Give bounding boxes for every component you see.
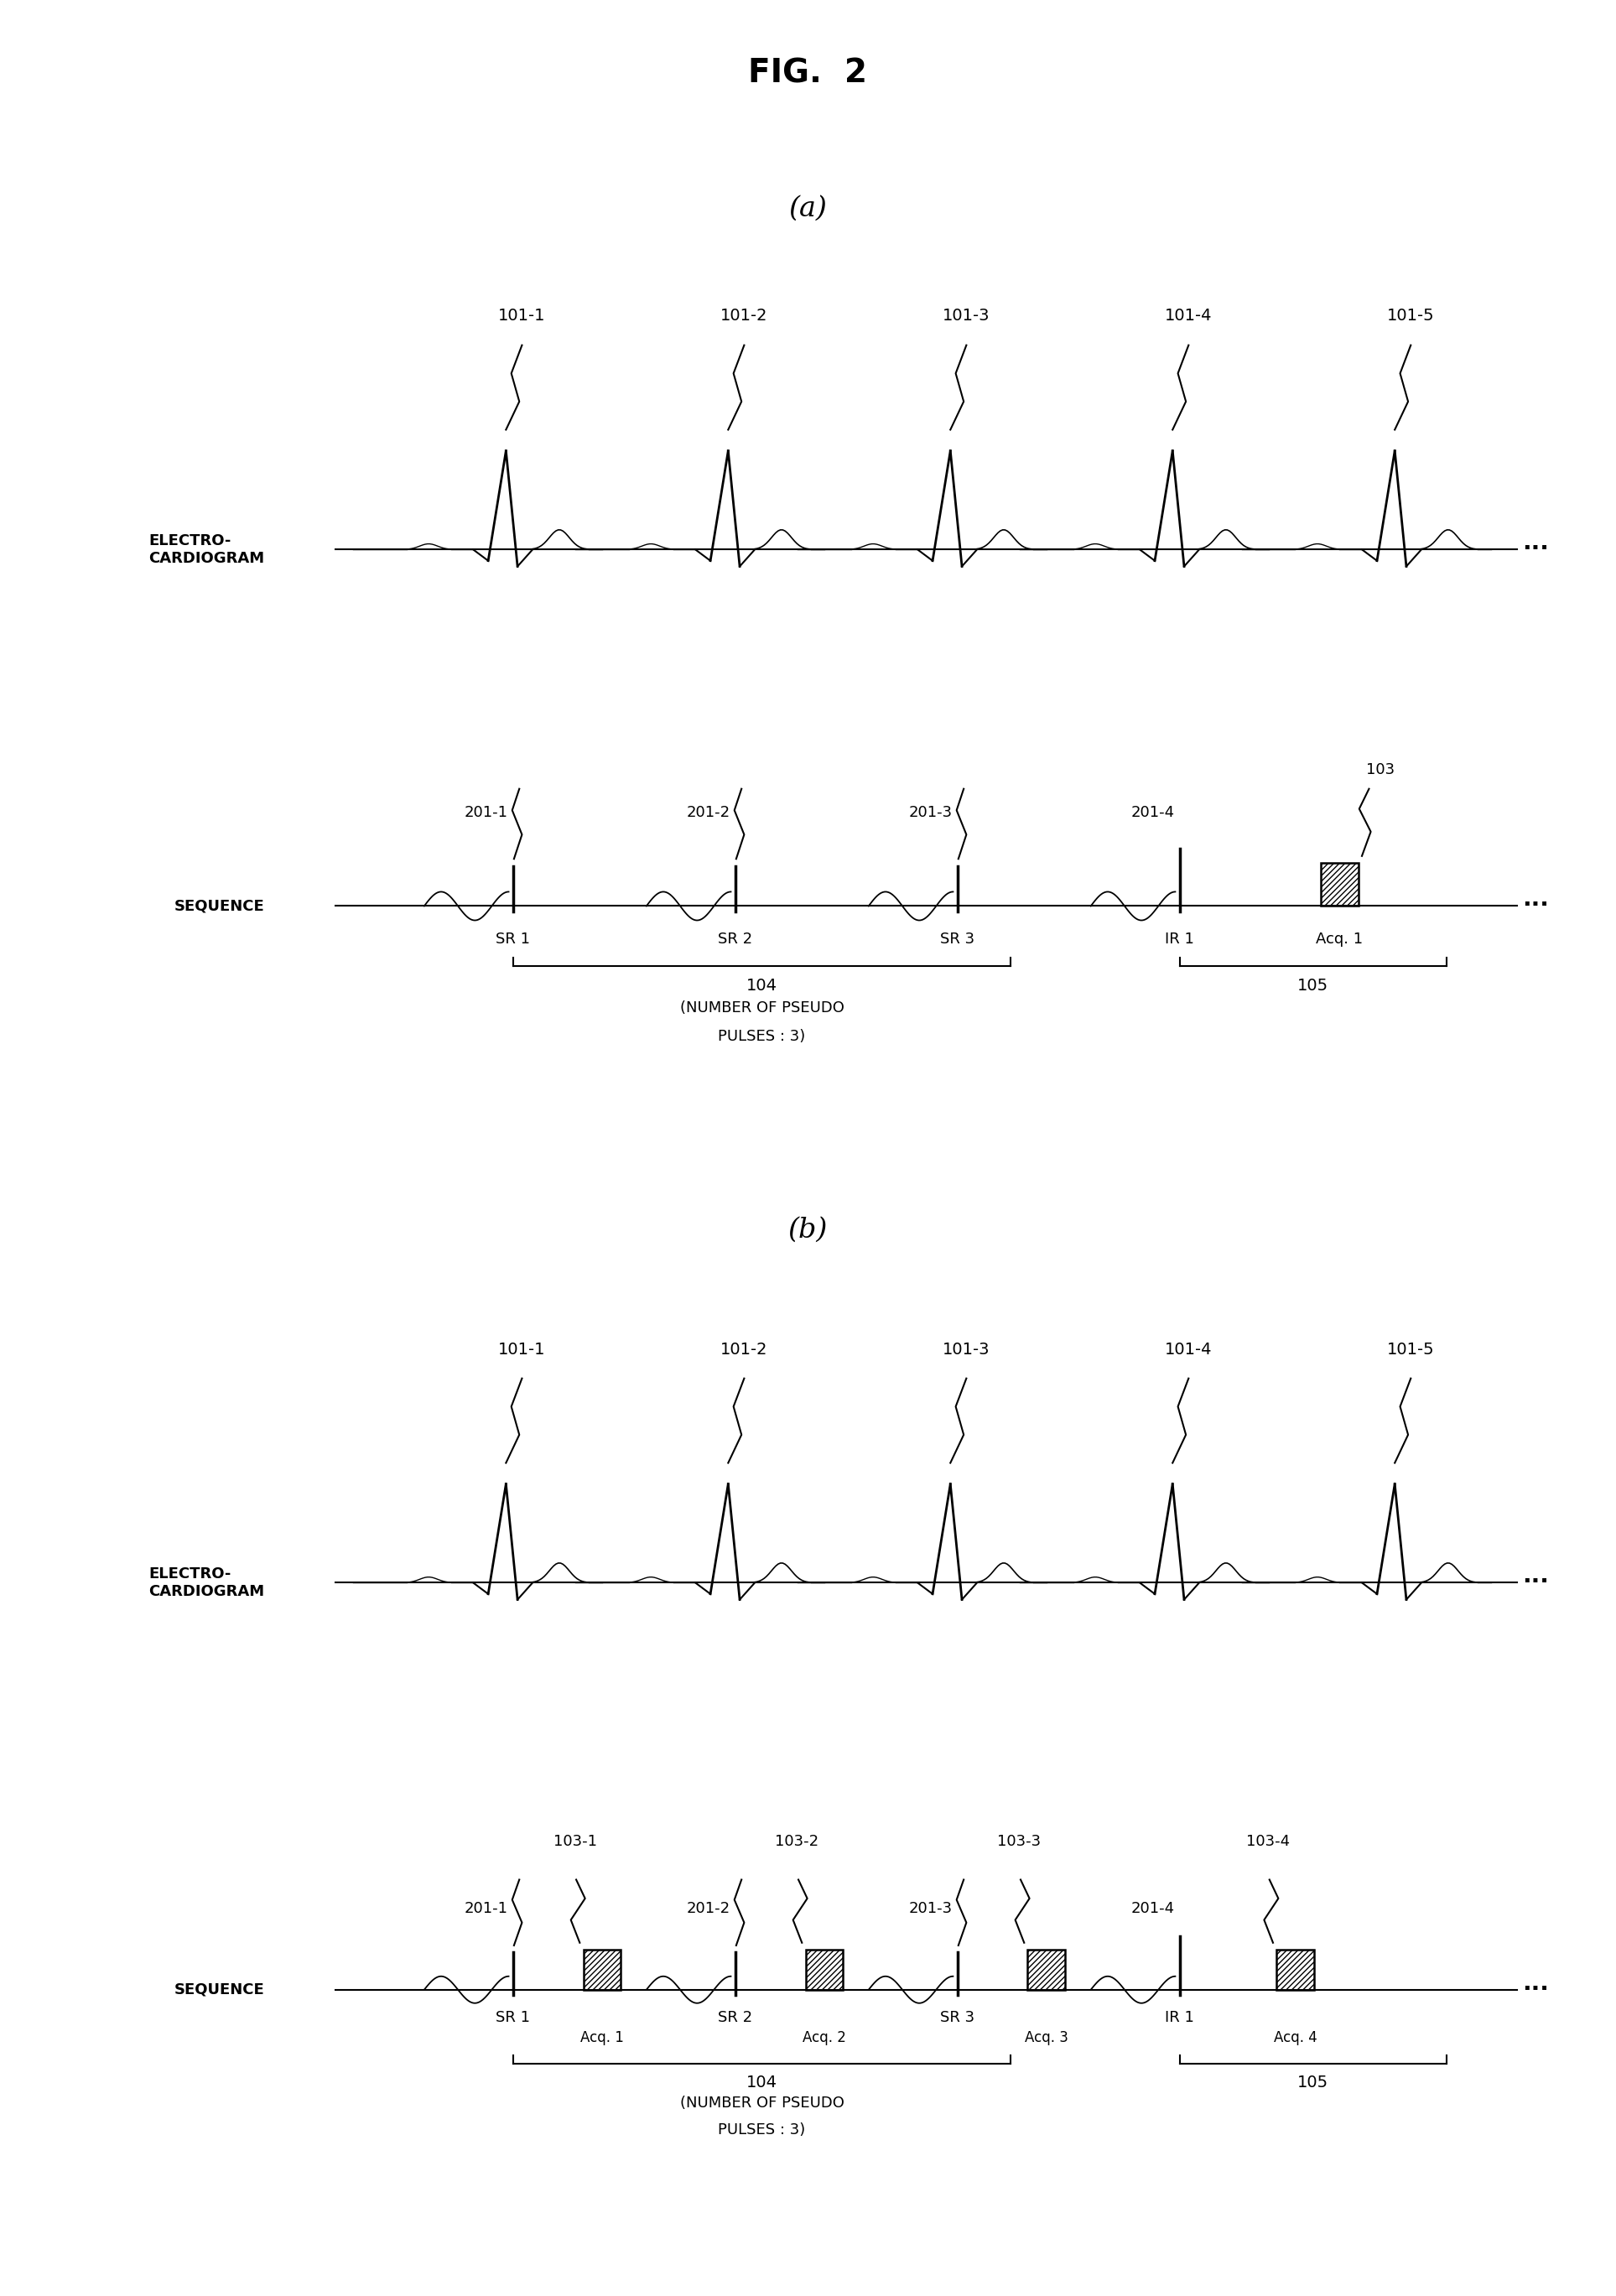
Bar bbox=[583, 1949, 621, 1991]
Text: IR 1: IR 1 bbox=[1165, 2009, 1194, 2025]
Text: 101-5: 101-5 bbox=[1387, 1341, 1435, 1357]
Text: 201-2: 201-2 bbox=[687, 1901, 730, 1915]
Text: 101-3: 101-3 bbox=[942, 1341, 991, 1357]
Text: ELECTRO-
CARDIOGRAM: ELECTRO- CARDIOGRAM bbox=[149, 533, 265, 565]
Text: Acq. 1: Acq. 1 bbox=[580, 2030, 624, 2046]
Text: ...: ... bbox=[1522, 1972, 1548, 1995]
Text: 101-1: 101-1 bbox=[498, 308, 546, 324]
Text: 103-2: 103-2 bbox=[776, 1835, 819, 1848]
Text: 201-4: 201-4 bbox=[1131, 806, 1175, 820]
Bar bbox=[1320, 863, 1359, 907]
Text: 101-3: 101-3 bbox=[942, 308, 991, 324]
Text: 101-2: 101-2 bbox=[721, 1341, 768, 1357]
Text: (NUMBER OF PSEUDO: (NUMBER OF PSEUDO bbox=[680, 1001, 844, 1015]
Text: SR 1: SR 1 bbox=[496, 2009, 530, 2025]
Text: Acq. 1: Acq. 1 bbox=[1315, 932, 1364, 946]
Text: SR 1: SR 1 bbox=[496, 932, 530, 946]
Text: 101-1: 101-1 bbox=[498, 1341, 546, 1357]
Text: 103: 103 bbox=[1366, 762, 1395, 778]
Text: 201-2: 201-2 bbox=[687, 806, 730, 820]
Text: 201-4: 201-4 bbox=[1131, 1901, 1175, 1915]
Text: SEQUENCE: SEQUENCE bbox=[175, 1981, 265, 1998]
Bar bbox=[805, 1949, 844, 1991]
Text: 105: 105 bbox=[1298, 978, 1328, 994]
Text: (b): (b) bbox=[789, 1217, 827, 1244]
Text: Acq. 2: Acq. 2 bbox=[803, 2030, 845, 2046]
Text: SEQUENCE: SEQUENCE bbox=[175, 898, 265, 914]
Text: ...: ... bbox=[1522, 530, 1548, 553]
Text: PULSES : 3): PULSES : 3) bbox=[718, 1029, 806, 1045]
Text: FIG.  2: FIG. 2 bbox=[748, 57, 868, 90]
Text: Acq. 4: Acq. 4 bbox=[1273, 2030, 1317, 2046]
Text: 103-4: 103-4 bbox=[1246, 1835, 1290, 1848]
Text: ...: ... bbox=[1522, 1564, 1548, 1587]
Text: 105: 105 bbox=[1298, 2073, 1328, 2089]
Text: ...: ... bbox=[1522, 886, 1548, 912]
Text: IR 1: IR 1 bbox=[1165, 932, 1194, 946]
Text: (NUMBER OF PSEUDO: (NUMBER OF PSEUDO bbox=[680, 2096, 844, 2110]
Text: 201-1: 201-1 bbox=[464, 806, 507, 820]
Text: 101-4: 101-4 bbox=[1165, 308, 1212, 324]
Text: ELECTRO-
CARDIOGRAM: ELECTRO- CARDIOGRAM bbox=[149, 1566, 265, 1598]
Text: SR 2: SR 2 bbox=[718, 932, 753, 946]
Text: 101-4: 101-4 bbox=[1165, 1341, 1212, 1357]
Text: 104: 104 bbox=[747, 978, 777, 994]
Text: 201-1: 201-1 bbox=[464, 1901, 507, 1915]
Text: 103-1: 103-1 bbox=[553, 1835, 596, 1848]
Text: 201-3: 201-3 bbox=[908, 806, 952, 820]
Bar bbox=[1028, 1949, 1065, 1991]
Bar bbox=[1277, 1949, 1314, 1991]
Text: 103-3: 103-3 bbox=[997, 1835, 1041, 1848]
Text: SR 3: SR 3 bbox=[941, 2009, 974, 2025]
Text: Acq. 3: Acq. 3 bbox=[1025, 2030, 1068, 2046]
Text: PULSES : 3): PULSES : 3) bbox=[718, 2122, 806, 2138]
Text: 201-3: 201-3 bbox=[908, 1901, 952, 1915]
Text: 101-5: 101-5 bbox=[1387, 308, 1435, 324]
Text: (a): (a) bbox=[789, 195, 827, 223]
Text: 104: 104 bbox=[747, 2073, 777, 2089]
Text: 101-2: 101-2 bbox=[721, 308, 768, 324]
Text: SR 3: SR 3 bbox=[941, 932, 974, 946]
Text: SR 2: SR 2 bbox=[718, 2009, 753, 2025]
